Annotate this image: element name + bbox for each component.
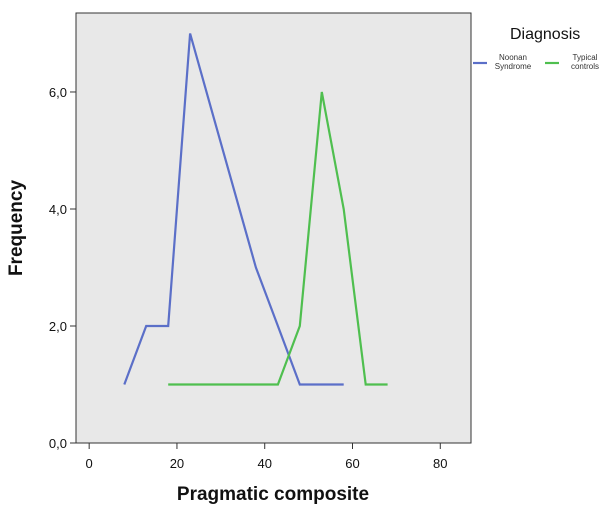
legend-label-0: Noonan <box>499 53 527 62</box>
y-tick-label: 6,0 <box>49 85 67 100</box>
x-tick-label: 80 <box>433 456 447 471</box>
series-line-1 <box>168 91 388 386</box>
x-tick-label: 60 <box>345 456 359 471</box>
legend-label-0: Syndrome <box>495 62 532 71</box>
legend-label-1: controls <box>571 62 599 71</box>
y-tick-label: 0,0 <box>49 436 67 451</box>
y-tick-label: 4,0 <box>49 202 67 217</box>
y-tick-label: 2,0 <box>49 319 67 334</box>
y-axis-title: Frequency <box>6 180 27 277</box>
legend-title: Diagnosis <box>510 26 580 43</box>
series-layer <box>123 33 388 386</box>
x-tick-label: 0 <box>86 456 93 471</box>
plot-area <box>75 12 472 444</box>
x-tick-label: 40 <box>257 456 271 471</box>
x-tick-label: 20 <box>170 456 184 471</box>
legend-label-1: Typical <box>573 53 598 62</box>
series-line-0 <box>123 33 344 386</box>
axis-layer: 0 20 40 60 80 0,0 2,0 4,0 6,0 <box>49 85 448 471</box>
x-axis-title: Pragmatic composite <box>177 484 369 505</box>
